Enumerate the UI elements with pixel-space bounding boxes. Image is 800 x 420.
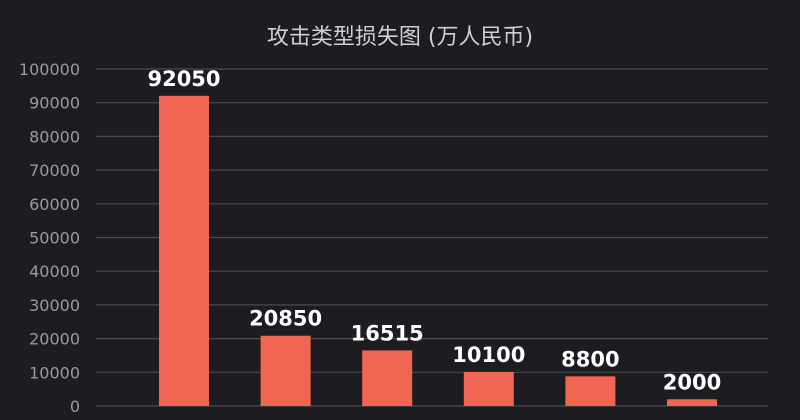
y-tick-label: 100000: [19, 60, 80, 79]
bar: [159, 95, 209, 406]
y-tick-label: 60000: [29, 195, 80, 214]
bar: [260, 335, 311, 406]
bar: [362, 350, 413, 406]
y-tick-label: 90000: [29, 94, 80, 113]
y-tick-label: 10000: [29, 363, 80, 382]
y-axis-tick-labels: 0 10000 20000 30000 40000 50000 60000 70000 8000…: [19, 60, 80, 416]
bar-value-label: 16515: [351, 321, 424, 345]
bar-value-label: 8800: [561, 347, 619, 371]
y-tick-label: 80000: [29, 127, 80, 146]
y-tick-label: 20000: [29, 330, 80, 349]
data-labels: 92050 20850 16515 10100 8800 2000: [147, 67, 721, 394]
y-tick-label: 0: [70, 397, 80, 416]
bar-value-label: 2000: [663, 370, 721, 394]
bar-value-label: 10100: [452, 343, 525, 367]
y-tick-label: 30000: [29, 296, 80, 315]
bar-value-label: 92050: [147, 67, 220, 91]
bar: [565, 376, 616, 406]
bar: [667, 399, 717, 406]
y-tick-label: 50000: [29, 229, 80, 248]
y-tick-label: 40000: [29, 262, 80, 281]
chart-title: 攻击类型损失图 (万人民币): [267, 25, 533, 50]
bar: [463, 371, 514, 406]
y-tick-label: 70000: [29, 161, 80, 180]
bar-value-label: 20850: [249, 307, 322, 331]
bars: [159, 95, 717, 406]
